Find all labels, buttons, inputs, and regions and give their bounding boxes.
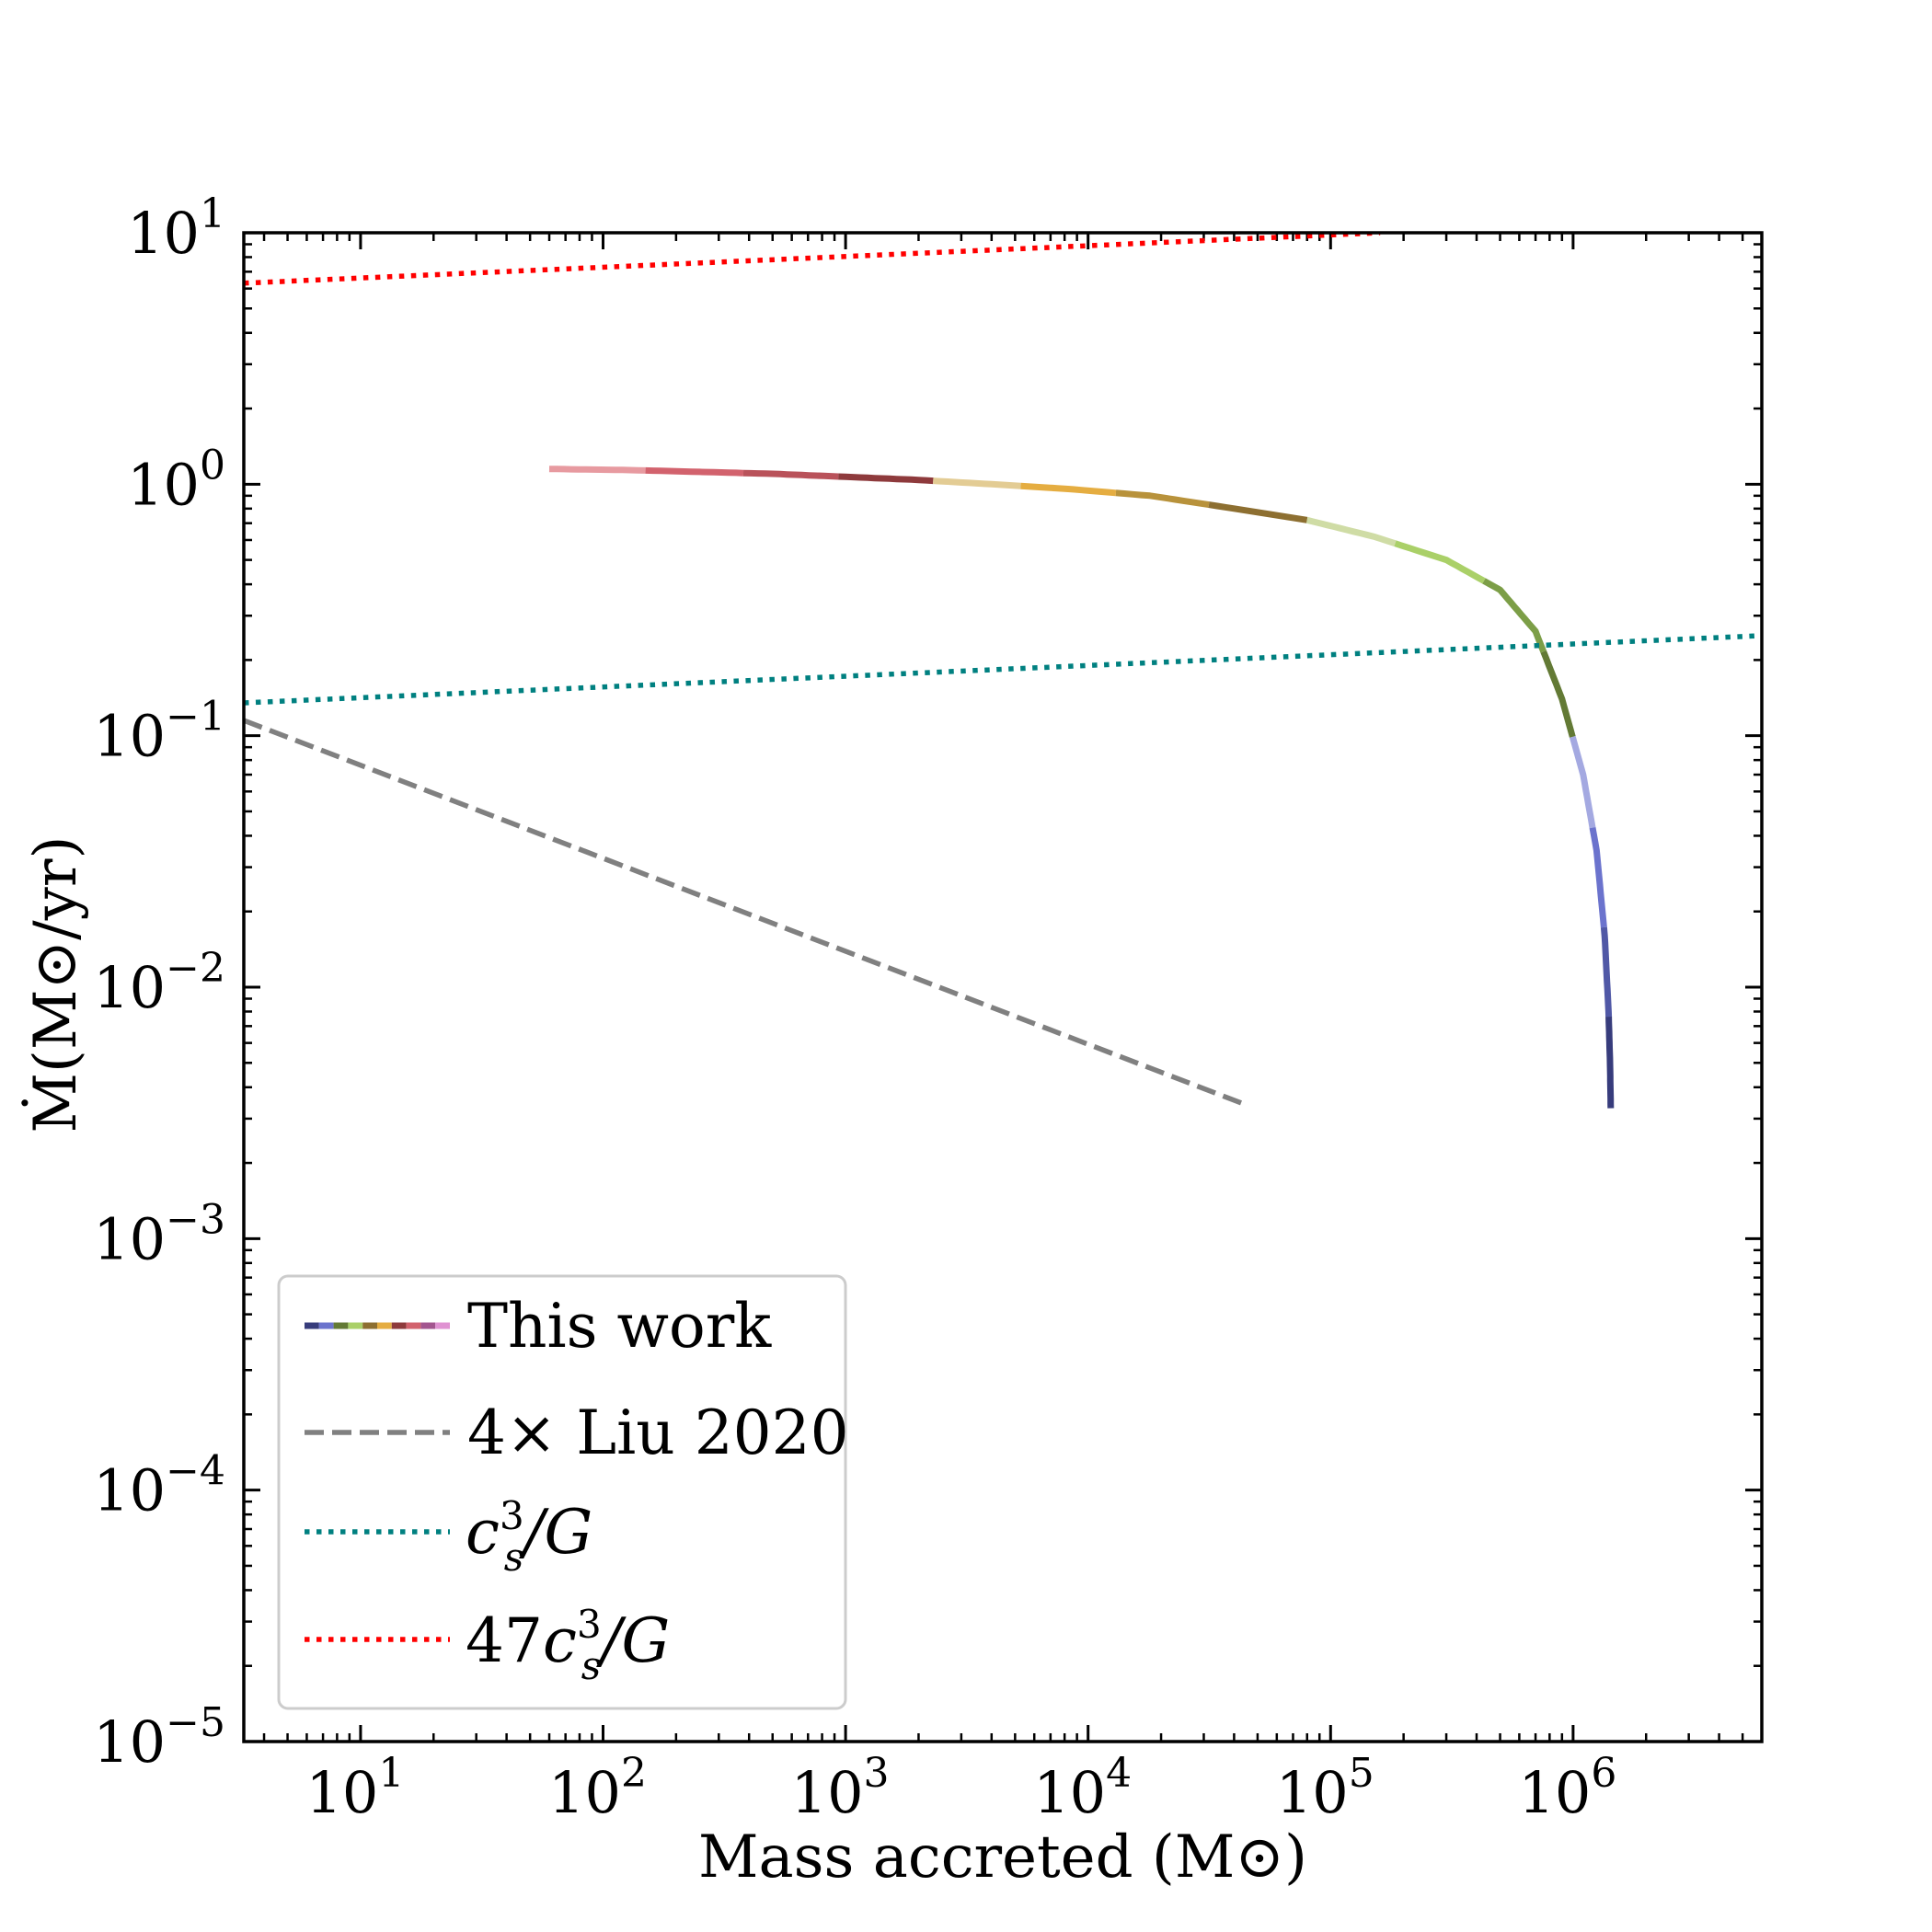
legend-label-cs3g: c3 s/G — [466, 1493, 592, 1580]
series-this-work-segment — [548, 466, 646, 474]
legend-47cs3g-sub: s — [581, 1643, 602, 1688]
legend-47cs3g-tail: /G — [595, 1605, 670, 1676]
series-this-work-segment — [1482, 578, 1547, 653]
y-tick-exp: −3 — [166, 1196, 225, 1243]
y-tick-base: 10 — [127, 451, 200, 518]
series-47cs3-over-g — [244, 233, 1381, 286]
series-layer — [244, 233, 1762, 1109]
series-this-work-segment — [1394, 540, 1486, 584]
y-tick-exp: −1 — [166, 694, 225, 741]
legend-47cs3g-c: c — [543, 1605, 577, 1676]
y-tick-exp: −2 — [166, 945, 225, 992]
legend-label-liu: 4× Liu 2020 — [467, 1397, 849, 1468]
series-this-work-segment — [933, 477, 1021, 489]
x-tick-label: 101 — [305, 1750, 404, 1826]
x-tick-base: 10 — [1276, 1759, 1349, 1826]
y-tick-label: 101 — [127, 190, 225, 267]
legend-47cs3g-prefix: 47 — [466, 1605, 543, 1676]
x-tick-exp: 2 — [621, 1750, 647, 1797]
x-tick-base: 10 — [548, 1759, 621, 1826]
x-tick-exp: 6 — [1591, 1750, 1616, 1797]
y-tick-label: 10−3 — [93, 1196, 225, 1272]
x-tick-label: 102 — [548, 1750, 647, 1826]
legend-label-this-work: This work — [467, 1291, 772, 1362]
series-liu-2020 — [244, 718, 1248, 1108]
y-axis-title: Ṁ(M⊙/yr) — [21, 836, 90, 1133]
x-tick-base: 10 — [791, 1759, 864, 1826]
series-this-work-segment — [742, 469, 839, 480]
legend-cs3g-tail: /G — [518, 1497, 592, 1568]
series-this-work-segment — [1600, 926, 1613, 1018]
x-axis-title: Mass accreted (M⊙) — [698, 1823, 1307, 1892]
y-tick-base: 10 — [127, 200, 200, 267]
x-tick-base: 10 — [1033, 1759, 1106, 1826]
series-this-work-segment — [1020, 482, 1117, 497]
x-tick-label: 103 — [791, 1750, 890, 1826]
legend-cs3g-sup: 3 — [500, 1493, 524, 1538]
x-tick-base: 10 — [305, 1759, 378, 1826]
x-tick-label: 105 — [1276, 1750, 1374, 1826]
major-ticks — [244, 231, 1762, 1743]
series-this-work-segment — [1208, 501, 1308, 523]
legend: This work 4× Liu 2020 c3 s/G 47c3 s/G — [277, 1274, 849, 1710]
series-this-work-segment — [1540, 650, 1576, 738]
y-tick-exp: 1 — [200, 190, 225, 237]
legend-cs3g-c: c — [466, 1497, 500, 1568]
y-tick-exp: −5 — [166, 1699, 225, 1746]
series-this-work-segment — [1569, 735, 1596, 829]
series-this-work-segment — [838, 473, 934, 485]
x-tick-label: 106 — [1518, 1750, 1616, 1826]
legend-47cs3g-sup: 3 — [577, 1602, 602, 1647]
x-tick-label: 104 — [1033, 1750, 1132, 1826]
y-tick-base: 10 — [93, 1708, 166, 1776]
series-this-work-segment — [1605, 1017, 1615, 1109]
y-tick-label: 10−4 — [93, 1448, 225, 1524]
legend-box — [277, 1274, 847, 1710]
y-tick-label: 10−1 — [93, 694, 225, 770]
series-cs3-over-g — [244, 633, 1762, 706]
x-tick-exp: 5 — [1349, 1750, 1374, 1797]
series-this-work-segment — [1589, 826, 1607, 928]
x-tick-exp: 3 — [864, 1750, 890, 1797]
legend-label-47cs3g: 47c3 s/G — [466, 1602, 670, 1688]
y-tick-label: 10−5 — [93, 1699, 225, 1776]
x-tick-labels: 101 102 103 104 105 106 — [305, 1750, 1616, 1826]
series-this-work-segment — [645, 466, 744, 477]
x-tick-exp: 1 — [378, 1750, 404, 1797]
series-this-work-segment — [1305, 516, 1397, 547]
plot-frame — [242, 231, 1764, 1743]
y-tick-base: 10 — [93, 1457, 166, 1524]
y-tick-label: 100 — [127, 442, 225, 518]
x-tick-base: 10 — [1518, 1759, 1591, 1826]
legend-cs3g-sub: s — [504, 1535, 524, 1580]
y-tick-base: 10 — [93, 703, 166, 770]
y-tick-base: 10 — [93, 954, 166, 1021]
y-tick-label: 10−2 — [93, 945, 225, 1021]
series-this-work-segment — [1115, 489, 1210, 509]
y-tick-exp: 0 — [200, 442, 225, 489]
y-tick-exp: −4 — [166, 1448, 225, 1495]
y-tick-base: 10 — [93, 1205, 166, 1272]
x-tick-exp: 4 — [1106, 1750, 1132, 1797]
